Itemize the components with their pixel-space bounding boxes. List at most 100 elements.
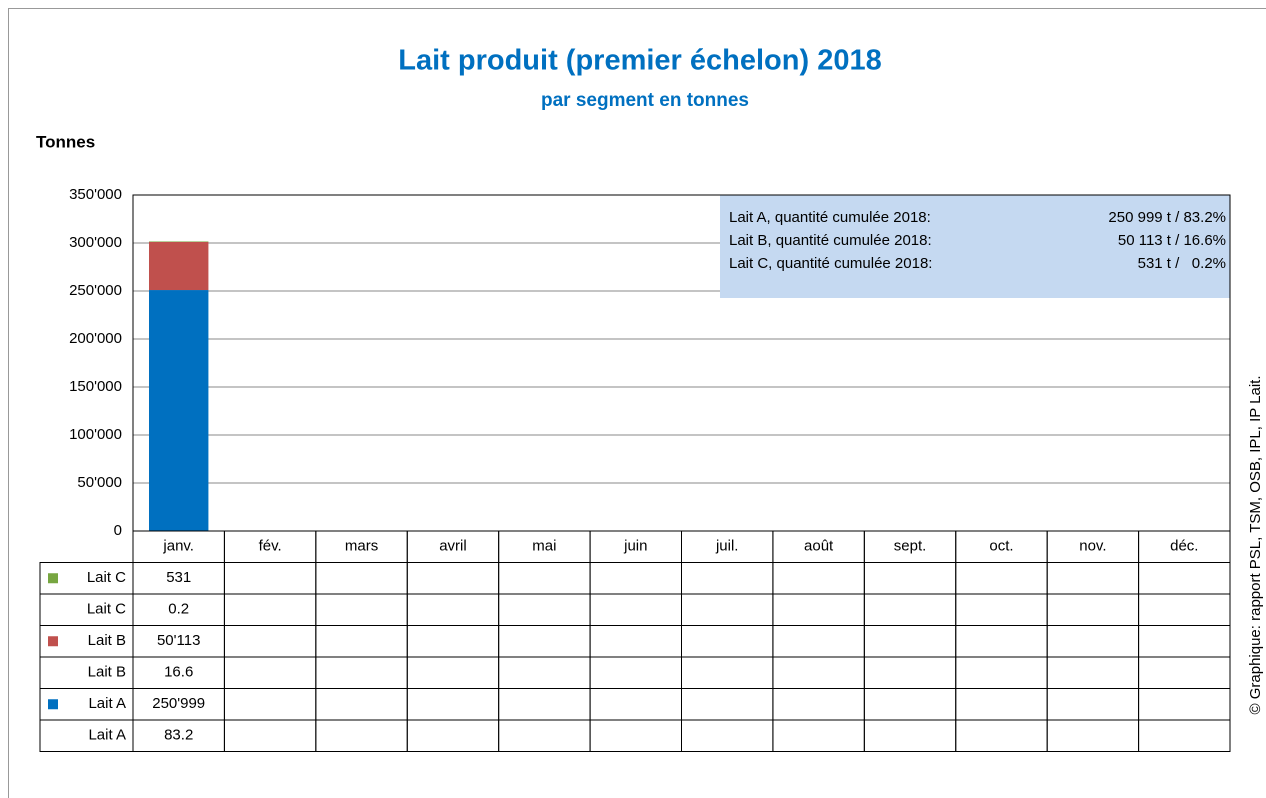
table-cell — [498, 719, 591, 752]
chart-subtitle: par segment en tonnes — [541, 90, 749, 111]
y-tick-label: 100'000 — [69, 426, 122, 443]
y-tick-label: 150'000 — [69, 378, 122, 395]
table-cell — [772, 688, 865, 721]
table-cell — [863, 562, 957, 595]
table-cell — [863, 593, 957, 626]
annotation-label: Lait A, quantité cumulée 2018: — [729, 209, 931, 226]
x-tick-label: sept. — [894, 538, 927, 555]
table-cell — [589, 688, 682, 721]
y-tick-label: 250'000 — [69, 282, 122, 299]
table-cell — [498, 688, 591, 721]
table-cell — [1046, 719, 1140, 752]
table-cell — [1138, 625, 1231, 658]
legend-label: Lait B — [88, 632, 126, 649]
annotation-value: 50 113 t / 16.6% — [1118, 232, 1226, 249]
table-cell — [863, 719, 957, 752]
annotation-box — [720, 195, 1230, 298]
table-cell — [955, 719, 1048, 752]
table-cell — [498, 562, 591, 595]
bar — [148, 241, 209, 291]
table-cell — [1138, 719, 1231, 752]
bar — [148, 241, 209, 242]
table-cell — [589, 593, 682, 626]
table-cell — [589, 719, 682, 752]
x-tick-label: mars — [345, 538, 378, 555]
table-cell — [955, 688, 1048, 721]
x-tick-label: nov. — [1079, 538, 1106, 555]
table-cell — [681, 688, 774, 721]
table-cell — [223, 625, 317, 658]
frame — [8, 8, 1266, 798]
table-cell — [406, 562, 500, 595]
table-cell — [498, 593, 591, 626]
table-cell — [315, 562, 408, 595]
table-value: 531 — [166, 569, 191, 586]
table-cell — [955, 656, 1048, 689]
table-cell — [223, 688, 317, 721]
table-cell — [406, 719, 500, 752]
table-cell — [955, 593, 1048, 626]
table-cell — [406, 593, 500, 626]
table-cell — [772, 562, 865, 595]
table-cell — [863, 688, 957, 721]
table-cell — [315, 593, 408, 626]
table-cell — [772, 593, 865, 626]
table-cell — [1138, 562, 1231, 595]
y-tick-label: 300'000 — [69, 234, 122, 251]
annotation-label: Lait C, quantité cumulée 2018: — [729, 255, 932, 272]
table-cell — [772, 625, 865, 658]
table-value: 50'113 — [157, 632, 200, 649]
y-tick-label: 200'000 — [69, 330, 122, 347]
legend-label: Lait A — [88, 695, 126, 712]
table-cell — [1046, 625, 1140, 658]
table-cell — [772, 719, 865, 752]
table-cell — [406, 656, 500, 689]
legend-swatch — [48, 573, 58, 584]
legend-label: Lait C — [87, 601, 126, 618]
table-cell — [589, 656, 682, 689]
table-cell — [681, 656, 774, 689]
table-cell — [863, 656, 957, 689]
table-cell — [223, 719, 317, 752]
legend-label: Lait C — [87, 569, 126, 586]
x-tick-label: déc. — [1170, 538, 1198, 555]
table-cell — [1046, 562, 1140, 595]
legend-label: Lait A — [88, 727, 126, 744]
table-cell — [1138, 593, 1231, 626]
table-cell — [863, 625, 957, 658]
x-tick-label: juil. — [715, 538, 739, 555]
source: © Graphique: rapport PSL, TSM, OSB, IPL,… — [1247, 376, 1264, 715]
table-cell — [315, 625, 408, 658]
table-cell — [681, 593, 774, 626]
x-tick-label: juin — [623, 538, 647, 555]
table-cell — [1046, 593, 1140, 626]
table-value: 83.2 — [164, 727, 193, 744]
table-cell — [498, 625, 591, 658]
x-tick-label: mai — [532, 538, 556, 555]
table-value: 16.6 — [164, 664, 193, 681]
table-cell — [406, 688, 500, 721]
table-cell — [772, 656, 865, 689]
x-tick-label: août — [804, 538, 834, 555]
table-cell — [681, 562, 774, 595]
table-cell — [681, 625, 774, 658]
annotation-value: 250 999 t / 83.2% — [1108, 209, 1226, 226]
table-cell — [315, 688, 408, 721]
x-tick-label: avril — [439, 538, 467, 555]
table-cell — [223, 593, 317, 626]
x-tick-label: fév. — [259, 538, 282, 555]
table-value: 0.2 — [168, 601, 189, 618]
table-cell — [315, 719, 408, 752]
x-tick-label: janv. — [162, 538, 194, 555]
table-cell — [1138, 688, 1231, 721]
bar — [148, 290, 209, 531]
table-cell — [1046, 688, 1140, 721]
y-tick-label: 350'000 — [69, 186, 122, 203]
table-cell — [223, 562, 317, 595]
table-cell — [681, 719, 774, 752]
table-cell — [589, 562, 682, 595]
x-tick-label: oct. — [989, 538, 1013, 555]
y-tick-label: 0 — [114, 522, 122, 539]
table-cell — [406, 625, 500, 658]
